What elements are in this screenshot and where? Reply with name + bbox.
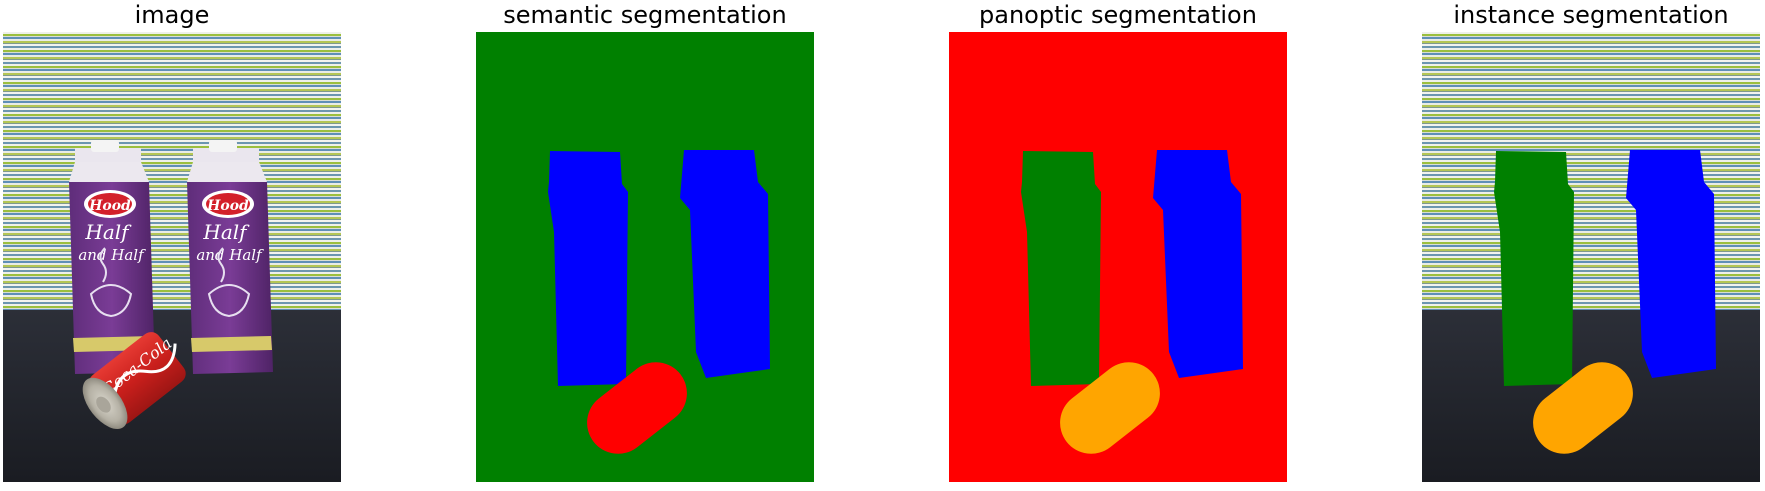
- striped-curtain: [3, 32, 341, 312]
- dark-table: [3, 310, 341, 482]
- mask-carton-right: [680, 150, 770, 378]
- panel-title-instance: instance segmentation: [1453, 1, 1729, 29]
- panel-title-panoptic: panoptic segmentation: [979, 1, 1257, 29]
- mask-carton-left: [1021, 151, 1101, 386]
- carton-left-brand: Hood: [88, 198, 131, 214]
- carton-right-product-line1: Half: [202, 220, 250, 244]
- carton-left-product-line1: Half: [84, 220, 132, 244]
- instance-overlay: [1422, 32, 1760, 482]
- panel-panoptic: panoptic segmentation: [949, 0, 1287, 491]
- carton-right-product-line2: and Half: [196, 246, 264, 264]
- mask-can: [1533, 362, 1633, 454]
- mask-can: [1060, 362, 1160, 454]
- mask-carton-left: [548, 151, 628, 386]
- carton-right: Hood Half and Half: [187, 140, 273, 374]
- panel-instance: instance segmentation: [1422, 0, 1760, 491]
- semantic-mask: [476, 32, 814, 482]
- mask-carton-right: [1626, 150, 1716, 378]
- panel-title-semantic: semantic segmentation: [503, 1, 787, 29]
- panel-title-image: image: [134, 1, 210, 29]
- carton-right-brand: Hood: [206, 198, 249, 214]
- carton-left: Hood Half and Half: [69, 140, 155, 374]
- mask-can: [587, 362, 687, 454]
- panel-semantic: semantic segmentation: [476, 0, 814, 491]
- mask-carton-right: [1153, 150, 1243, 378]
- mask-carton-left: [1494, 151, 1574, 386]
- carton-left-product-line2: and Half: [78, 246, 146, 264]
- panoptic-mask: [949, 32, 1287, 482]
- panel-original: image Hood Half and Half: [3, 0, 341, 491]
- original-photo: Hood Half and Half Hood Half and Half Co…: [3, 32, 341, 482]
